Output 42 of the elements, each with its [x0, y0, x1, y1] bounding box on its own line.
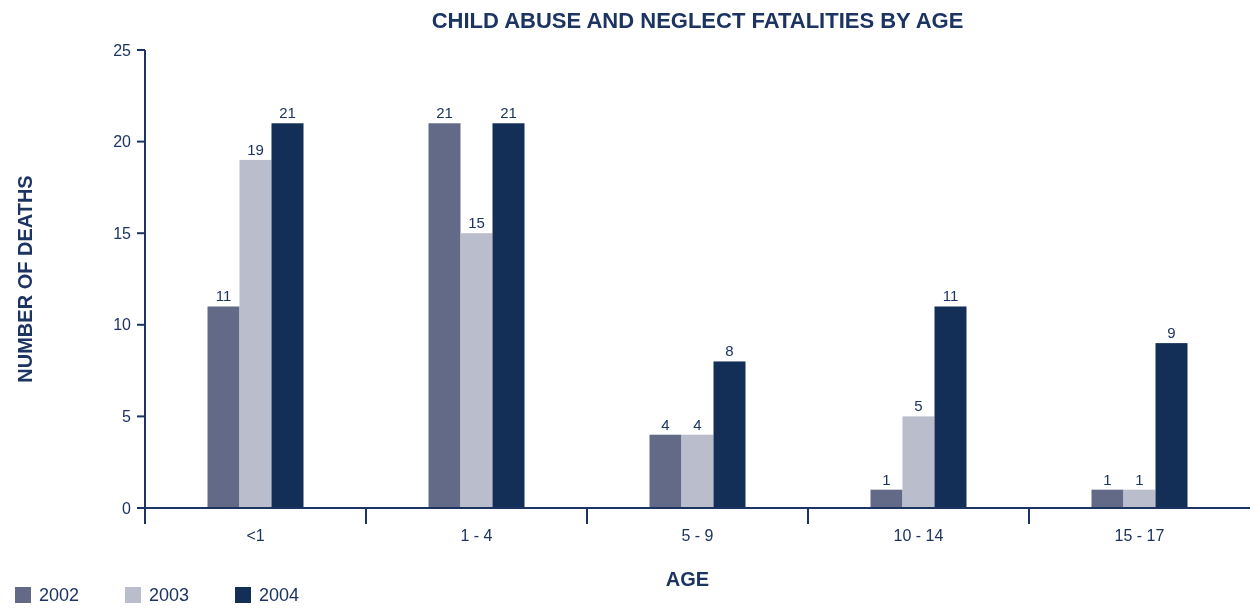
data-label: 19: [247, 140, 264, 158]
x-tick-label: 5 - 9: [681, 527, 714, 544]
data-label: 4: [661, 415, 670, 433]
bar: [1091, 489, 1124, 508]
y-tick-label: 15: [113, 224, 132, 242]
x-tick-label: 10 - 14: [893, 527, 944, 544]
y-tick-label: 25: [113, 41, 132, 59]
data-label: 21: [436, 104, 453, 122]
y-tick-label: 10: [113, 316, 132, 334]
y-axis-title: NUMBER OF DEATHS: [14, 175, 36, 383]
y-tick-label: 0: [122, 499, 132, 517]
legend-label: 2002: [39, 585, 80, 605]
legend-label: 2003: [149, 585, 190, 605]
data-label: 15: [468, 214, 485, 232]
chart-title: CHILD ABUSE AND NEGLECT FATALITIES BY AGE: [431, 8, 964, 33]
y-tick-label: 20: [113, 133, 132, 151]
y-tick-label: 5: [122, 408, 132, 425]
data-label: 1: [1135, 470, 1144, 488]
bar: [207, 306, 240, 508]
bar: [428, 123, 461, 508]
bar: [239, 159, 272, 508]
x-tick-label: <1: [246, 527, 265, 544]
bar: [902, 416, 935, 508]
data-label: 21: [500, 104, 517, 122]
bar: [1123, 489, 1156, 508]
bar: [649, 434, 682, 508]
x-tick-label: 15 - 17: [1114, 527, 1165, 544]
data-label: 11: [215, 287, 232, 305]
data-label: 9: [1167, 324, 1176, 342]
data-label: 1: [1103, 470, 1112, 488]
bar: [870, 489, 903, 508]
data-label: 11: [942, 287, 959, 305]
data-label: 1: [882, 470, 891, 488]
bar: [681, 434, 714, 508]
bar: [460, 233, 493, 508]
x-tick-label: 1 - 4: [460, 527, 493, 544]
data-label: 5: [914, 397, 923, 415]
data-label: 8: [725, 342, 734, 360]
data-label: 21: [279, 104, 296, 122]
x-axis-title: AGE: [665, 568, 710, 590]
legend-label: 2004: [259, 585, 300, 605]
data-label: 4: [693, 415, 702, 433]
